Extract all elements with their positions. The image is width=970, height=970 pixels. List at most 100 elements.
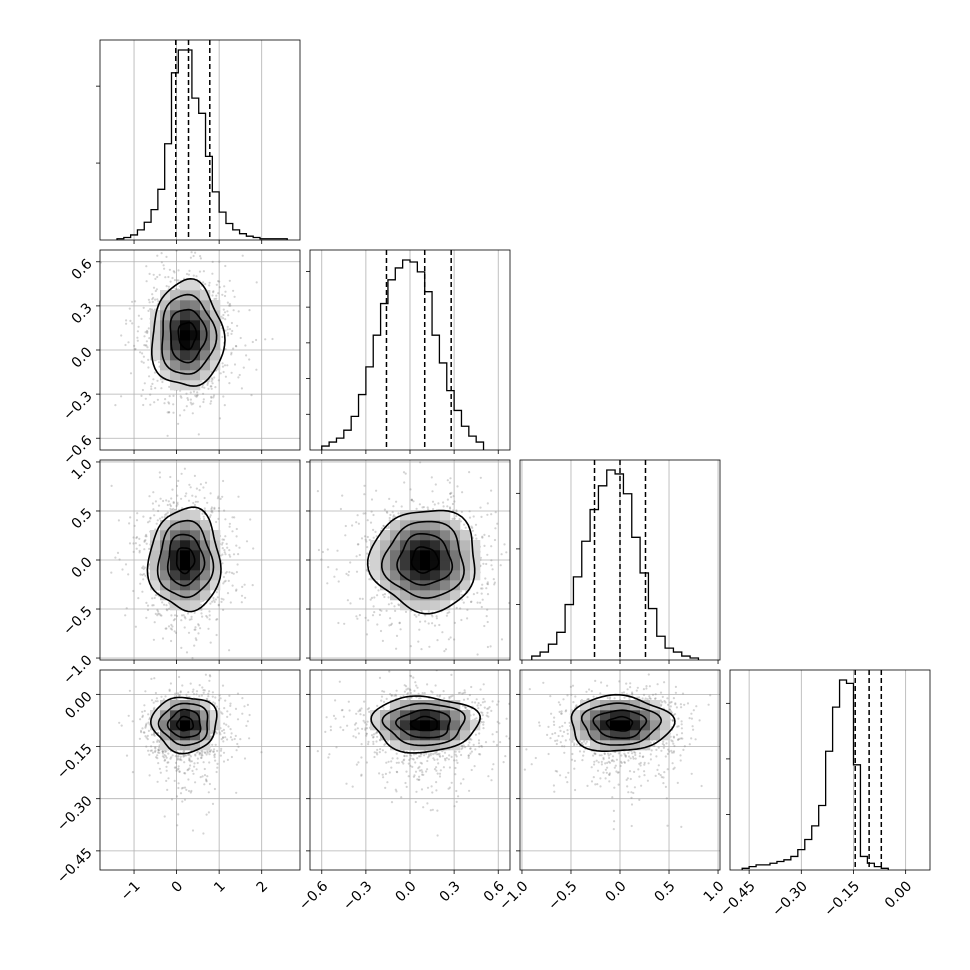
sample-point <box>452 495 455 498</box>
histogram-line <box>321 259 485 450</box>
sample-point <box>471 526 474 530</box>
sample-point <box>194 626 197 629</box>
panel-frame <box>729 669 931 871</box>
density-cell <box>390 550 401 561</box>
contour-line <box>149 696 218 755</box>
sample-point <box>134 625 137 628</box>
sample-point <box>376 594 379 597</box>
histogram-panel-3 <box>516 459 721 664</box>
density-cell <box>440 510 451 521</box>
sample-point <box>344 524 347 528</box>
density-cell <box>420 520 431 531</box>
sample-point <box>157 751 160 754</box>
sample-point <box>212 394 216 397</box>
sample-point <box>446 498 449 501</box>
sample-point <box>464 746 467 749</box>
sample-point <box>370 596 374 600</box>
sample-point <box>205 753 208 756</box>
sample-point <box>196 761 199 765</box>
sample-point <box>144 723 148 727</box>
sample-point <box>479 601 482 604</box>
sample-point <box>417 613 420 617</box>
sample-point <box>186 612 190 615</box>
sample-point <box>179 395 182 398</box>
sample-point <box>120 395 123 398</box>
density-cell <box>200 710 211 721</box>
sample-point <box>199 405 202 408</box>
sample-point <box>217 509 221 513</box>
sample-point <box>189 401 192 404</box>
sample-point <box>392 514 395 517</box>
sample-point <box>230 321 233 325</box>
sample-point <box>358 553 361 557</box>
sample-point <box>485 615 488 618</box>
sample-point <box>211 511 214 514</box>
sample-point <box>460 593 463 596</box>
sample-point <box>370 498 374 501</box>
sample-point <box>358 614 361 617</box>
sample-point <box>182 786 185 789</box>
sample-point <box>222 575 225 579</box>
sample-point <box>202 832 205 835</box>
sample-point <box>380 609 383 612</box>
sample-point <box>143 344 146 347</box>
sample-point <box>172 394 175 397</box>
sample-point <box>221 335 224 339</box>
sample-point <box>159 497 162 500</box>
sample-point <box>137 597 140 600</box>
sample-point <box>143 548 146 551</box>
sample-point <box>486 608 489 611</box>
sample-point <box>221 553 224 556</box>
sample-point <box>215 770 218 774</box>
sample-point <box>148 520 151 523</box>
sample-point <box>363 535 367 538</box>
sample-point <box>141 388 144 392</box>
sample-point <box>395 689 398 692</box>
sample-point <box>167 607 171 611</box>
contour-line <box>169 308 208 364</box>
sample-point <box>167 275 170 279</box>
sample-point <box>174 755 177 758</box>
sample-point <box>474 534 477 537</box>
sample-point <box>156 739 159 742</box>
density-cell <box>200 530 211 541</box>
sample-point <box>125 754 129 757</box>
sample-point <box>158 767 161 770</box>
density-cell <box>190 600 201 611</box>
sample-point <box>386 511 389 514</box>
sample-point <box>389 513 392 517</box>
sample-point <box>152 286 156 289</box>
sample-point <box>173 630 176 633</box>
sample-point <box>224 318 227 321</box>
density-cell <box>160 340 171 351</box>
sample-point <box>177 479 180 482</box>
sample-point <box>219 733 222 736</box>
sample-point <box>175 288 178 291</box>
sample-point <box>433 624 437 627</box>
sample-point <box>382 524 385 528</box>
sample-point <box>190 615 193 619</box>
sample-point <box>415 615 418 618</box>
histogram-line <box>116 49 288 240</box>
density-cell <box>180 310 191 321</box>
sample-point <box>418 503 421 506</box>
sample-point <box>160 387 163 390</box>
sample-point <box>172 501 175 504</box>
sample-point <box>229 304 232 307</box>
sample-point <box>365 633 369 636</box>
sample-point <box>236 742 239 746</box>
density-cell <box>160 580 171 591</box>
density-cell <box>420 550 431 561</box>
density-cell <box>400 560 411 571</box>
sample-point <box>360 537 364 540</box>
sample-point <box>180 472 183 475</box>
density-cell <box>430 510 441 521</box>
sample-point <box>180 497 183 500</box>
sample-point <box>382 524 385 527</box>
density-cell <box>370 550 381 561</box>
sample-point <box>179 690 182 693</box>
sample-point <box>200 756 203 759</box>
sample-point <box>455 515 458 518</box>
density-cell <box>430 570 441 581</box>
